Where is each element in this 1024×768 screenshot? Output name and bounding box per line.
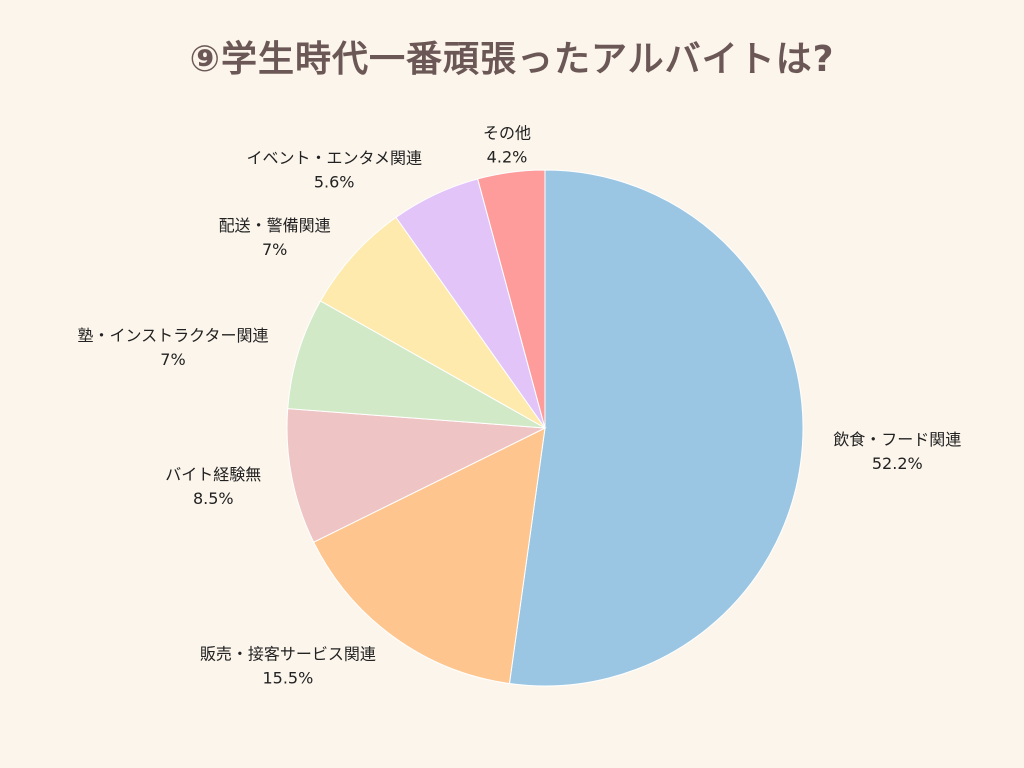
slice-label: その他 [483,124,531,143]
slice-value-label: 52.2% [872,454,923,473]
slice-label: 販売・接客サービス関連 [200,644,376,663]
pie-slice [286,408,547,543]
slice-value-label: 8.5% [193,489,234,508]
slice-value-label: 5.6% [314,173,355,192]
slice-value-label: 15.5% [262,668,313,687]
slice-value-label: 4.2% [487,148,528,167]
slice-value-label: 7% [160,350,185,369]
pie-slice [287,300,546,429]
pie-slice [319,216,546,429]
pie-slices [286,169,804,687]
pie-slice [477,169,546,429]
slice-value-label: 7% [262,240,287,259]
slice-label: イベント・エンタメ関連 [246,149,422,168]
slice-label: バイト経験無 [165,465,261,484]
slice-label: 塾・インストラクター関連 [77,326,268,345]
slice-label: 飲食・フード関連 [833,430,961,449]
chart-title: ⑨学生時代一番頑張ったアルバイトは? [189,39,835,80]
slice-label: 配送・警備関連 [219,216,331,235]
pie-slice [313,427,546,685]
pie-labels: 飲食・フード関連 52.2% 販売・接客サービス関連 15.5% バイト経験無 8.5% 塾… [77,124,961,688]
pie-slice [508,169,804,687]
